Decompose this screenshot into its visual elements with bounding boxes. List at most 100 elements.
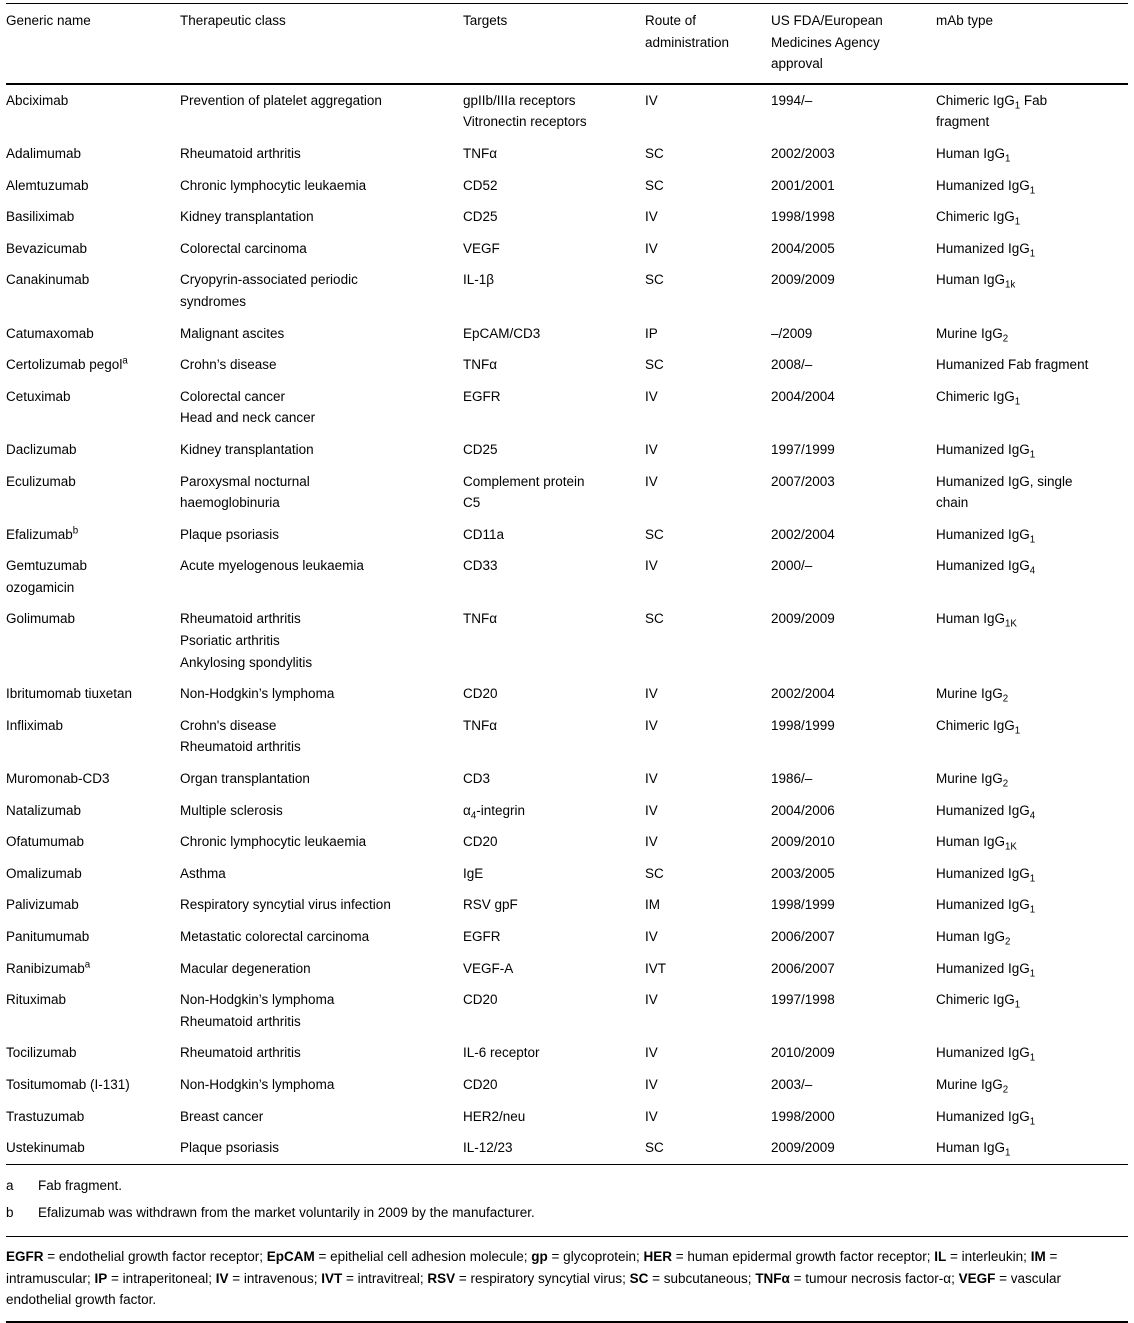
table-row: Palivizumab Respiratory syncytial virus i…: [6, 889, 1128, 921]
cell-line: Golimumab: [6, 611, 76, 627]
cell-line: Human IgG1K: [936, 834, 1017, 853]
table-row: Efalizumabb Plaque psoriasis CD11a SC 2002/2…: [6, 519, 1128, 551]
cell-line: IV: [645, 558, 658, 574]
table-row: Abciximab Prevention of platelet aggregat…: [6, 84, 1128, 138]
cell-generic_name: Abciximab: [6, 84, 180, 138]
cell-targets: α4-integrin: [463, 795, 645, 827]
cell-approval: 2006/2007: [771, 921, 936, 953]
cell-line: Murine IgG2: [936, 771, 1009, 790]
cell-line: Ofatumumab: [6, 834, 85, 850]
abbreviation-term: IL: [934, 1248, 947, 1264]
cell-line: Respiratory syncytial virus infection: [180, 897, 391, 913]
cell-line: 2001/2001: [771, 177, 835, 193]
cell-line: Crohn’s disease: [180, 357, 277, 373]
cell-targets: CD20: [463, 984, 645, 1037]
cell-line: Chronic lymphocytic leukaemia: [180, 177, 367, 193]
cell-line: chain: [936, 495, 969, 511]
cell-approval: 2006/2007: [771, 953, 936, 985]
cell-approval: 2003/–: [771, 1069, 936, 1101]
cell-generic_name: Rituximab: [6, 984, 180, 1037]
cell-line: Cetuximab: [6, 388, 71, 404]
cell-therapeutic_class: Colorectal cancer Head and neck cancer: [180, 381, 463, 434]
cell-therapeutic_class: Malignant ascites: [180, 318, 463, 350]
cell-mab_type: Human IgG1K: [936, 603, 1128, 678]
cell-line: Alemtuzumab: [6, 177, 89, 193]
abbreviation-definition: = endothelial growth factor receptor;: [43, 1248, 267, 1264]
column-header-mab_type: mAb type: [936, 4, 1128, 84]
cell-route: IV: [645, 710, 771, 763]
cell-line: 1997/1998: [771, 992, 835, 1008]
cell-line: 2010/2009: [771, 1045, 835, 1061]
cell-line: Chimeric IgG1 Fab: [936, 92, 1048, 112]
header-line: Generic name: [6, 13, 91, 28]
cell-line: Kidney transplantation: [180, 209, 314, 225]
cell-generic_name: Catumaxomab: [6, 318, 180, 350]
cell-line: EGFR: [463, 388, 501, 404]
cell-line: Colorectal carcinoma: [180, 240, 307, 256]
cell-line: gpIIb/IIIa receptors: [463, 92, 576, 108]
cell-generic_name: Natalizumab: [6, 795, 180, 827]
cell-targets: IL-1β: [463, 264, 645, 317]
table-row: Tositumomab (I-131) Non-Hodgkin’s lymphom…: [6, 1069, 1128, 1101]
cell-line: Panitumumab: [6, 929, 90, 944]
cell-line: Daclizumab: [6, 441, 77, 457]
cell-route: IV: [645, 826, 771, 858]
abbreviation-definition: = glycoprotein;: [547, 1248, 644, 1264]
cell-line: Breast cancer: [180, 1108, 264, 1124]
table-row: Panitumumab Metastatic colorectal carcino…: [6, 921, 1128, 953]
cell-line: RSV gpF: [463, 897, 518, 913]
cell-mab_type: Humanized IgG1: [936, 858, 1128, 890]
cell-line: Ibritumomab tiuxetan: [6, 686, 133, 702]
cell-line: haemoglobinuria: [180, 495, 280, 511]
table-row: Catumaxomab Malignant ascites EpCAM/CD3 IP –…: [6, 318, 1128, 350]
cell-line: Murine IgG2: [936, 686, 1009, 705]
cell-line: Catumaxomab: [6, 325, 94, 341]
cell-line: IL-6 receptor: [463, 1045, 540, 1061]
cell-line: α4-integrin: [463, 802, 525, 822]
cell-line: Muromonab-CD3: [6, 771, 110, 787]
cell-therapeutic_class: Kidney transplantation: [180, 434, 463, 466]
abbreviation-term: IM: [1030, 1248, 1046, 1264]
cell-generic_name: Infliximab: [6, 710, 180, 763]
cell-approval: 2008/–: [771, 349, 936, 381]
abbreviation-term: TNFα: [755, 1270, 790, 1286]
cell-therapeutic_class: Non-Hodgkin’s lymphoma Rheumatoid arthrit…: [180, 984, 463, 1037]
cell-generic_name: Golimumab: [6, 603, 180, 678]
mab-table: Generic name Therapeutic class Targets Rout…: [6, 3, 1128, 1165]
cell-line: Kidney transplantation: [180, 441, 314, 457]
cell-targets: TNFα: [463, 710, 645, 763]
cell-line: 2007/2003: [771, 473, 835, 489]
cell-mab_type: Humanized IgG, single chain: [936, 466, 1128, 519]
cell-approval: 2003/2005: [771, 858, 936, 890]
cell-route: IV: [645, 763, 771, 795]
cell-mab_type: Murine IgG2: [936, 678, 1128, 710]
cell-mab_type: Humanized IgG1: [936, 1037, 1128, 1069]
table-row: Muromonab-CD3 Organ transplantation CD3 IV 1…: [6, 763, 1128, 795]
cell-generic_name: Ranibizumaba: [6, 953, 180, 985]
table-row: Golimumab Rheumatoid arthritis Psoriatic a…: [6, 603, 1128, 678]
cell-line: SC: [645, 272, 664, 288]
cell-approval: 2009/2009: [771, 264, 936, 317]
cell-targets: IL-6 receptor: [463, 1037, 645, 1069]
cell-mab_type: Humanized IgG1: [936, 1101, 1128, 1133]
footnote-marker: a: [6, 1177, 14, 1193]
cell-therapeutic_class: Kidney transplantation: [180, 201, 463, 233]
cell-line: IV: [645, 92, 658, 108]
cell-mab_type: Human IgG1: [936, 1132, 1128, 1164]
cell-line: EpCAM/CD3: [463, 325, 541, 341]
abbreviation-term: EpCAM: [266, 1248, 315, 1264]
abbreviation-term: IVT: [321, 1270, 343, 1286]
cell-line: 2003/–: [771, 1076, 813, 1092]
cell-line: fragment: [936, 114, 990, 130]
cell-therapeutic_class: Multiple sclerosis: [180, 795, 463, 827]
header-line: Route of: [645, 13, 697, 28]
cell-line: IV: [645, 834, 658, 850]
cell-route: SC: [645, 603, 771, 678]
header-line: mAb type: [936, 13, 994, 28]
cell-line: Murine IgG2: [936, 1076, 1009, 1096]
cell-line: Humanized IgG1: [936, 1045, 1036, 1065]
abbreviation-definition: = interleukin;: [946, 1248, 1031, 1264]
cell-line: IV: [645, 1108, 658, 1124]
footnote-marker: b: [6, 1205, 14, 1221]
